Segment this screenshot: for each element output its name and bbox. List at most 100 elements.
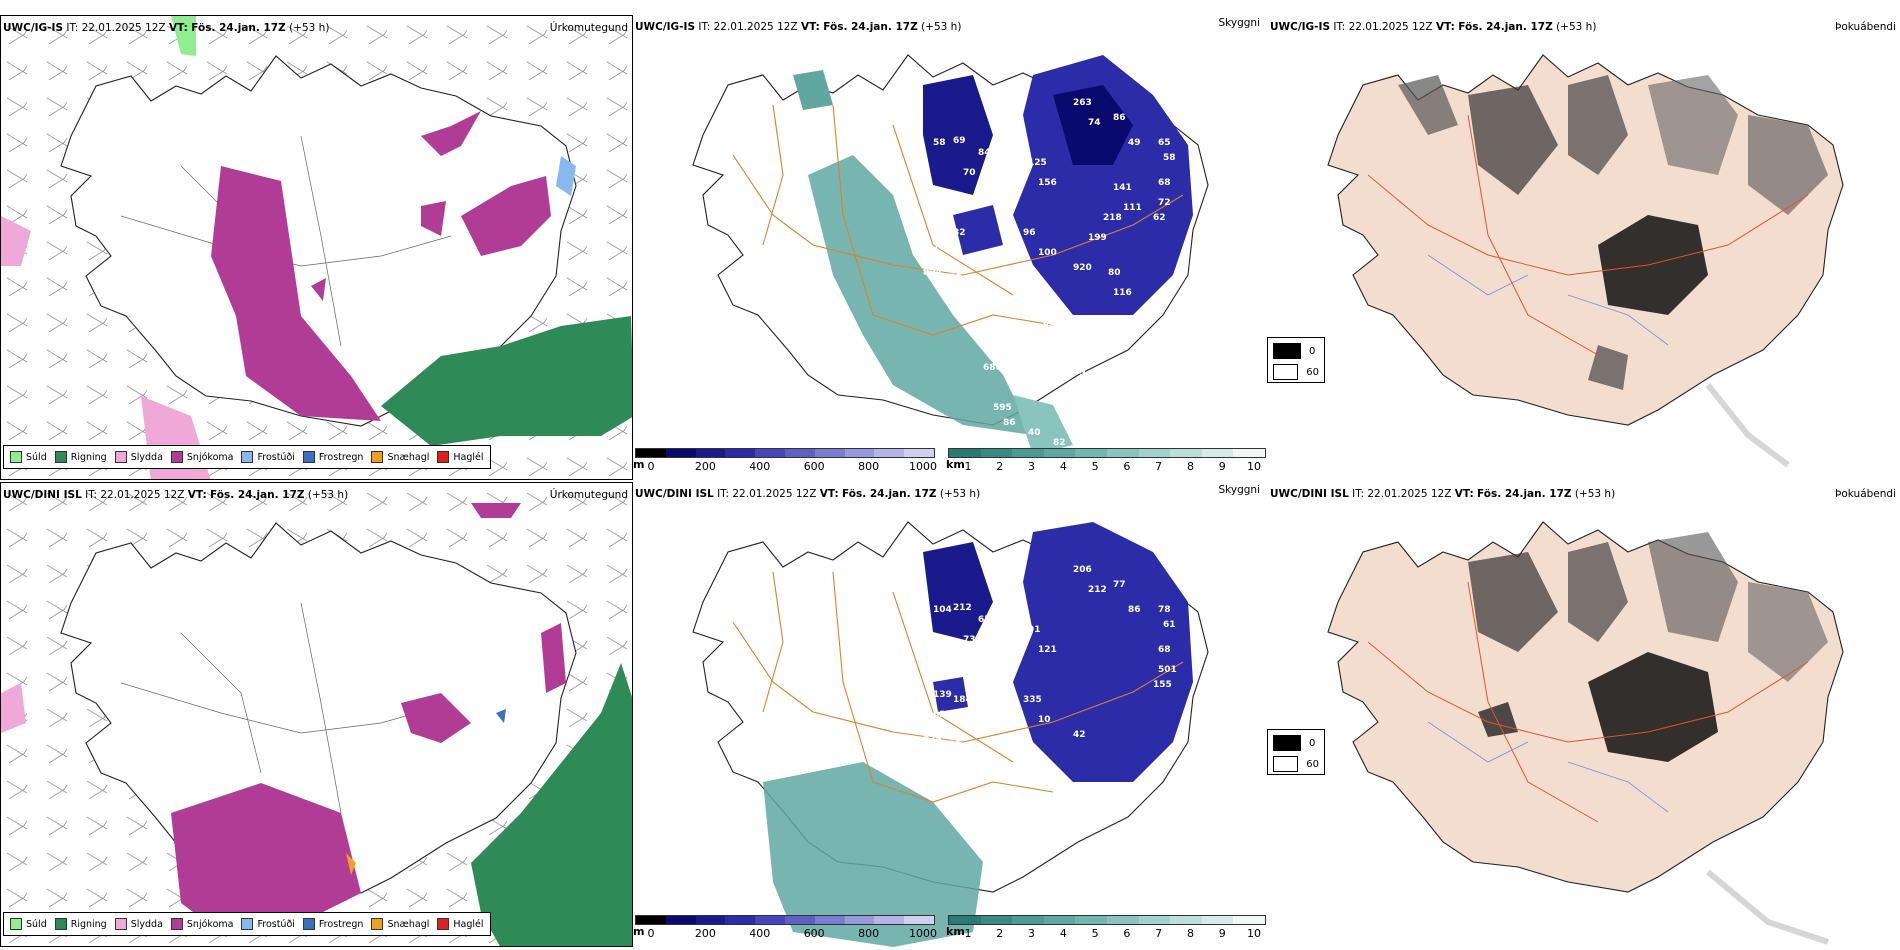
visibility-value-label: 927 xyxy=(993,353,1012,363)
legend-swatch xyxy=(241,451,254,463)
colorbar-segment xyxy=(1075,916,1107,924)
colorbar-segment xyxy=(904,916,934,924)
fog-map xyxy=(1327,521,1844,945)
colorbar-tick-label: 9 xyxy=(1218,927,1226,940)
colorbar-segment xyxy=(814,916,845,924)
visibility-value-label: 84 xyxy=(978,148,991,158)
colorbar-tick-label: 6 xyxy=(1123,460,1131,473)
colorbar-segment xyxy=(784,449,815,457)
colorbar-segment xyxy=(949,449,981,457)
legend-swatch xyxy=(302,451,315,463)
fog-legend-swatch xyxy=(1273,735,1301,751)
visibility-value-label: 96 xyxy=(1023,228,1036,238)
visibility-value-label: 680 xyxy=(983,363,1002,373)
visibility-value-label: 80 xyxy=(1108,268,1121,278)
legend-item: Haglél xyxy=(437,451,484,463)
fog-panel-ig-is: UWC/IG-IS IT: 22.01.2025 12Z VT: Fös. 24… xyxy=(1268,15,1900,480)
visibility-value-label: 77 xyxy=(1028,308,1041,318)
colorbar-tick-label: 600 xyxy=(803,460,825,473)
visibility-value-label: 804 xyxy=(923,268,942,278)
colorbar-segment xyxy=(784,916,815,924)
visibility-value-label: 82 xyxy=(953,228,966,238)
colorbar-tick-label: 10 xyxy=(1247,927,1261,940)
legend-item: Snjókoma xyxy=(170,918,233,930)
legend-swatch xyxy=(10,918,22,930)
legend-swatch xyxy=(437,451,450,463)
legend-item: Frostregn xyxy=(302,451,363,463)
legend-item: Súld xyxy=(10,918,47,930)
colorbar-tick-label: 9 xyxy=(1218,460,1226,473)
legend-item: Frostúði xyxy=(241,451,295,463)
colorbar-tick-label: 200 xyxy=(694,460,716,473)
visibility-value-label: 121 xyxy=(1038,645,1057,655)
colorbar-segment xyxy=(904,449,934,457)
visibility-value-label: 155 xyxy=(1153,680,1172,690)
visibility-value-label: 125 xyxy=(1028,158,1047,168)
visibility-colorbar-bar xyxy=(948,915,1266,925)
legend-swatch xyxy=(302,918,315,930)
precip-map xyxy=(1,16,632,479)
colorbar-tick-label: 2 xyxy=(996,927,1004,940)
legend-swatch xyxy=(114,918,127,930)
panel-header: UWC/IG-IS IT: 22.01.2025 12Z VT: Fös. 24… xyxy=(635,21,962,33)
panel-header: UWC/DINI ISL IT: 22.01.2025 12Z VT: Fös.… xyxy=(1270,488,1616,500)
ceiling-colorbar: 0 200 400 600 800 1000 m xyxy=(633,915,937,941)
visibility-value-label: 139 xyxy=(933,690,952,700)
colorbar-segment xyxy=(695,916,726,924)
fog-legend-swatch xyxy=(1273,756,1299,772)
visibility-value-label: 10 xyxy=(1038,715,1051,725)
legend-item: Snæhagl xyxy=(371,451,429,463)
colorbar-segment xyxy=(1201,449,1234,457)
ceiling-colorbar-bar xyxy=(635,448,935,458)
colorbar-tick-label: 10 xyxy=(1247,460,1261,473)
colorbar-segment xyxy=(844,449,875,457)
precip-type-panel-ig-is: UWC/IG-IS IT: 22.01.2025 12Z VT: Fös. 24… xyxy=(0,15,633,480)
legend-swatch xyxy=(241,918,254,930)
colorbar-segment xyxy=(1170,916,1202,924)
ceiling-unit: m xyxy=(633,925,645,938)
fog-legend: 0 60 xyxy=(1267,337,1325,383)
colorbar-segment xyxy=(1138,916,1171,924)
colorbar-tick-label: 8 xyxy=(1186,927,1194,940)
visibility-value-label: 77 xyxy=(1113,580,1126,590)
colorbar-segment xyxy=(980,916,1013,924)
legend-item: Haglél xyxy=(437,918,484,930)
visibility-value-label: 58 xyxy=(933,138,946,148)
visibility-value-label: 86 xyxy=(1113,113,1126,123)
colorbar-tick-label: 2 xyxy=(996,460,1004,473)
colorbar-tick-label: 5 xyxy=(1091,460,1099,473)
colorbar-tick-label: 600 xyxy=(803,927,825,940)
visibility-value-label: 137 xyxy=(793,665,812,675)
visibility-unit: km xyxy=(946,458,965,471)
colorbar-segment xyxy=(665,449,696,457)
panel-header: UWC/IG-IS IT: 22.01.2025 12Z VT: Fös. 24… xyxy=(1270,21,1597,33)
legend-item: Slydda xyxy=(114,918,163,930)
visibility-value-label: 39 xyxy=(1073,368,1086,378)
legend-item: Snjókoma xyxy=(170,451,233,463)
colorbar-segment xyxy=(1201,916,1234,924)
visibility-value-label: 595 xyxy=(993,403,1012,413)
visibility-value-label: 74 xyxy=(1088,118,1101,128)
legend-swatch xyxy=(54,451,67,463)
colorbar-tick-label: 4 xyxy=(1059,460,1067,473)
visibility-value-label: 27 xyxy=(933,223,946,233)
visibility-value-label: 61 xyxy=(1163,620,1176,630)
panel-title: Úrkomutegund xyxy=(549,489,628,501)
visibility-value-label: 111 xyxy=(1123,203,1142,213)
visibility-value-label: 100 xyxy=(1038,248,1057,258)
visibility-value-label: 218 xyxy=(1103,213,1122,223)
visibility-value-label: 49 xyxy=(1128,138,1141,148)
colorbar-segment xyxy=(874,449,905,457)
panel-title: Skyggni xyxy=(1218,484,1261,496)
colorbar-tick-label: 4 xyxy=(1059,927,1067,940)
colorbar-segment xyxy=(980,449,1013,457)
visibility-value-label: 260 xyxy=(793,198,812,208)
colorbar-tick-label: 6 xyxy=(1123,927,1131,940)
visibility-value-label: 58 xyxy=(1163,153,1176,163)
panel-title: Úrkomutegund xyxy=(549,22,628,34)
legend-item: Slydda xyxy=(114,451,163,463)
colorbar-tick-label: 400 xyxy=(749,460,771,473)
visibility-colorbar-ticks: 1 2 3 4 5 6 7 8 9 10 xyxy=(948,925,1266,940)
visibility-value-label: 199 xyxy=(1088,233,1107,243)
